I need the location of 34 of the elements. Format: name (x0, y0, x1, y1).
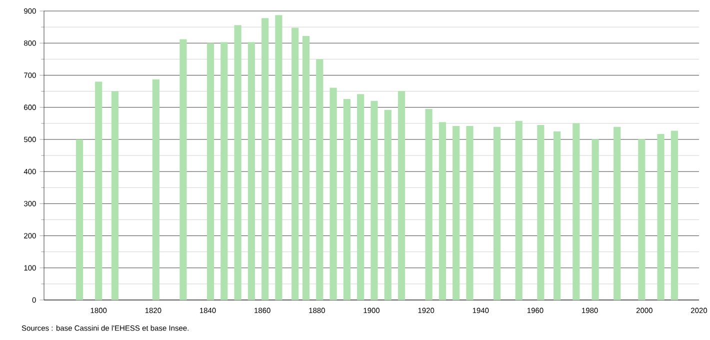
bar (425, 108, 432, 300)
bar (152, 79, 160, 300)
bar (466, 126, 474, 300)
bar (206, 43, 214, 300)
bar (262, 18, 269, 300)
bar (572, 123, 580, 300)
bar (248, 42, 255, 300)
bar (302, 36, 310, 300)
bar (370, 100, 378, 300)
bar (592, 139, 599, 300)
bar (220, 42, 228, 300)
bar (452, 126, 460, 300)
bar (614, 126, 621, 300)
bar (638, 139, 646, 300)
bar (493, 126, 501, 300)
bar (670, 130, 678, 300)
bar (330, 88, 337, 300)
bar (384, 110, 392, 300)
bar (316, 59, 324, 300)
bar (275, 15, 282, 300)
bar (111, 91, 119, 300)
bar (554, 131, 561, 300)
bar (234, 25, 242, 300)
bar (515, 120, 522, 300)
bar (292, 28, 299, 300)
bar (398, 90, 406, 300)
bar (438, 122, 446, 300)
bar (357, 94, 364, 300)
bar (180, 39, 187, 300)
bar (95, 82, 102, 300)
bar (343, 98, 350, 300)
bar (657, 134, 664, 300)
bar (76, 139, 84, 300)
bar (537, 124, 544, 300)
